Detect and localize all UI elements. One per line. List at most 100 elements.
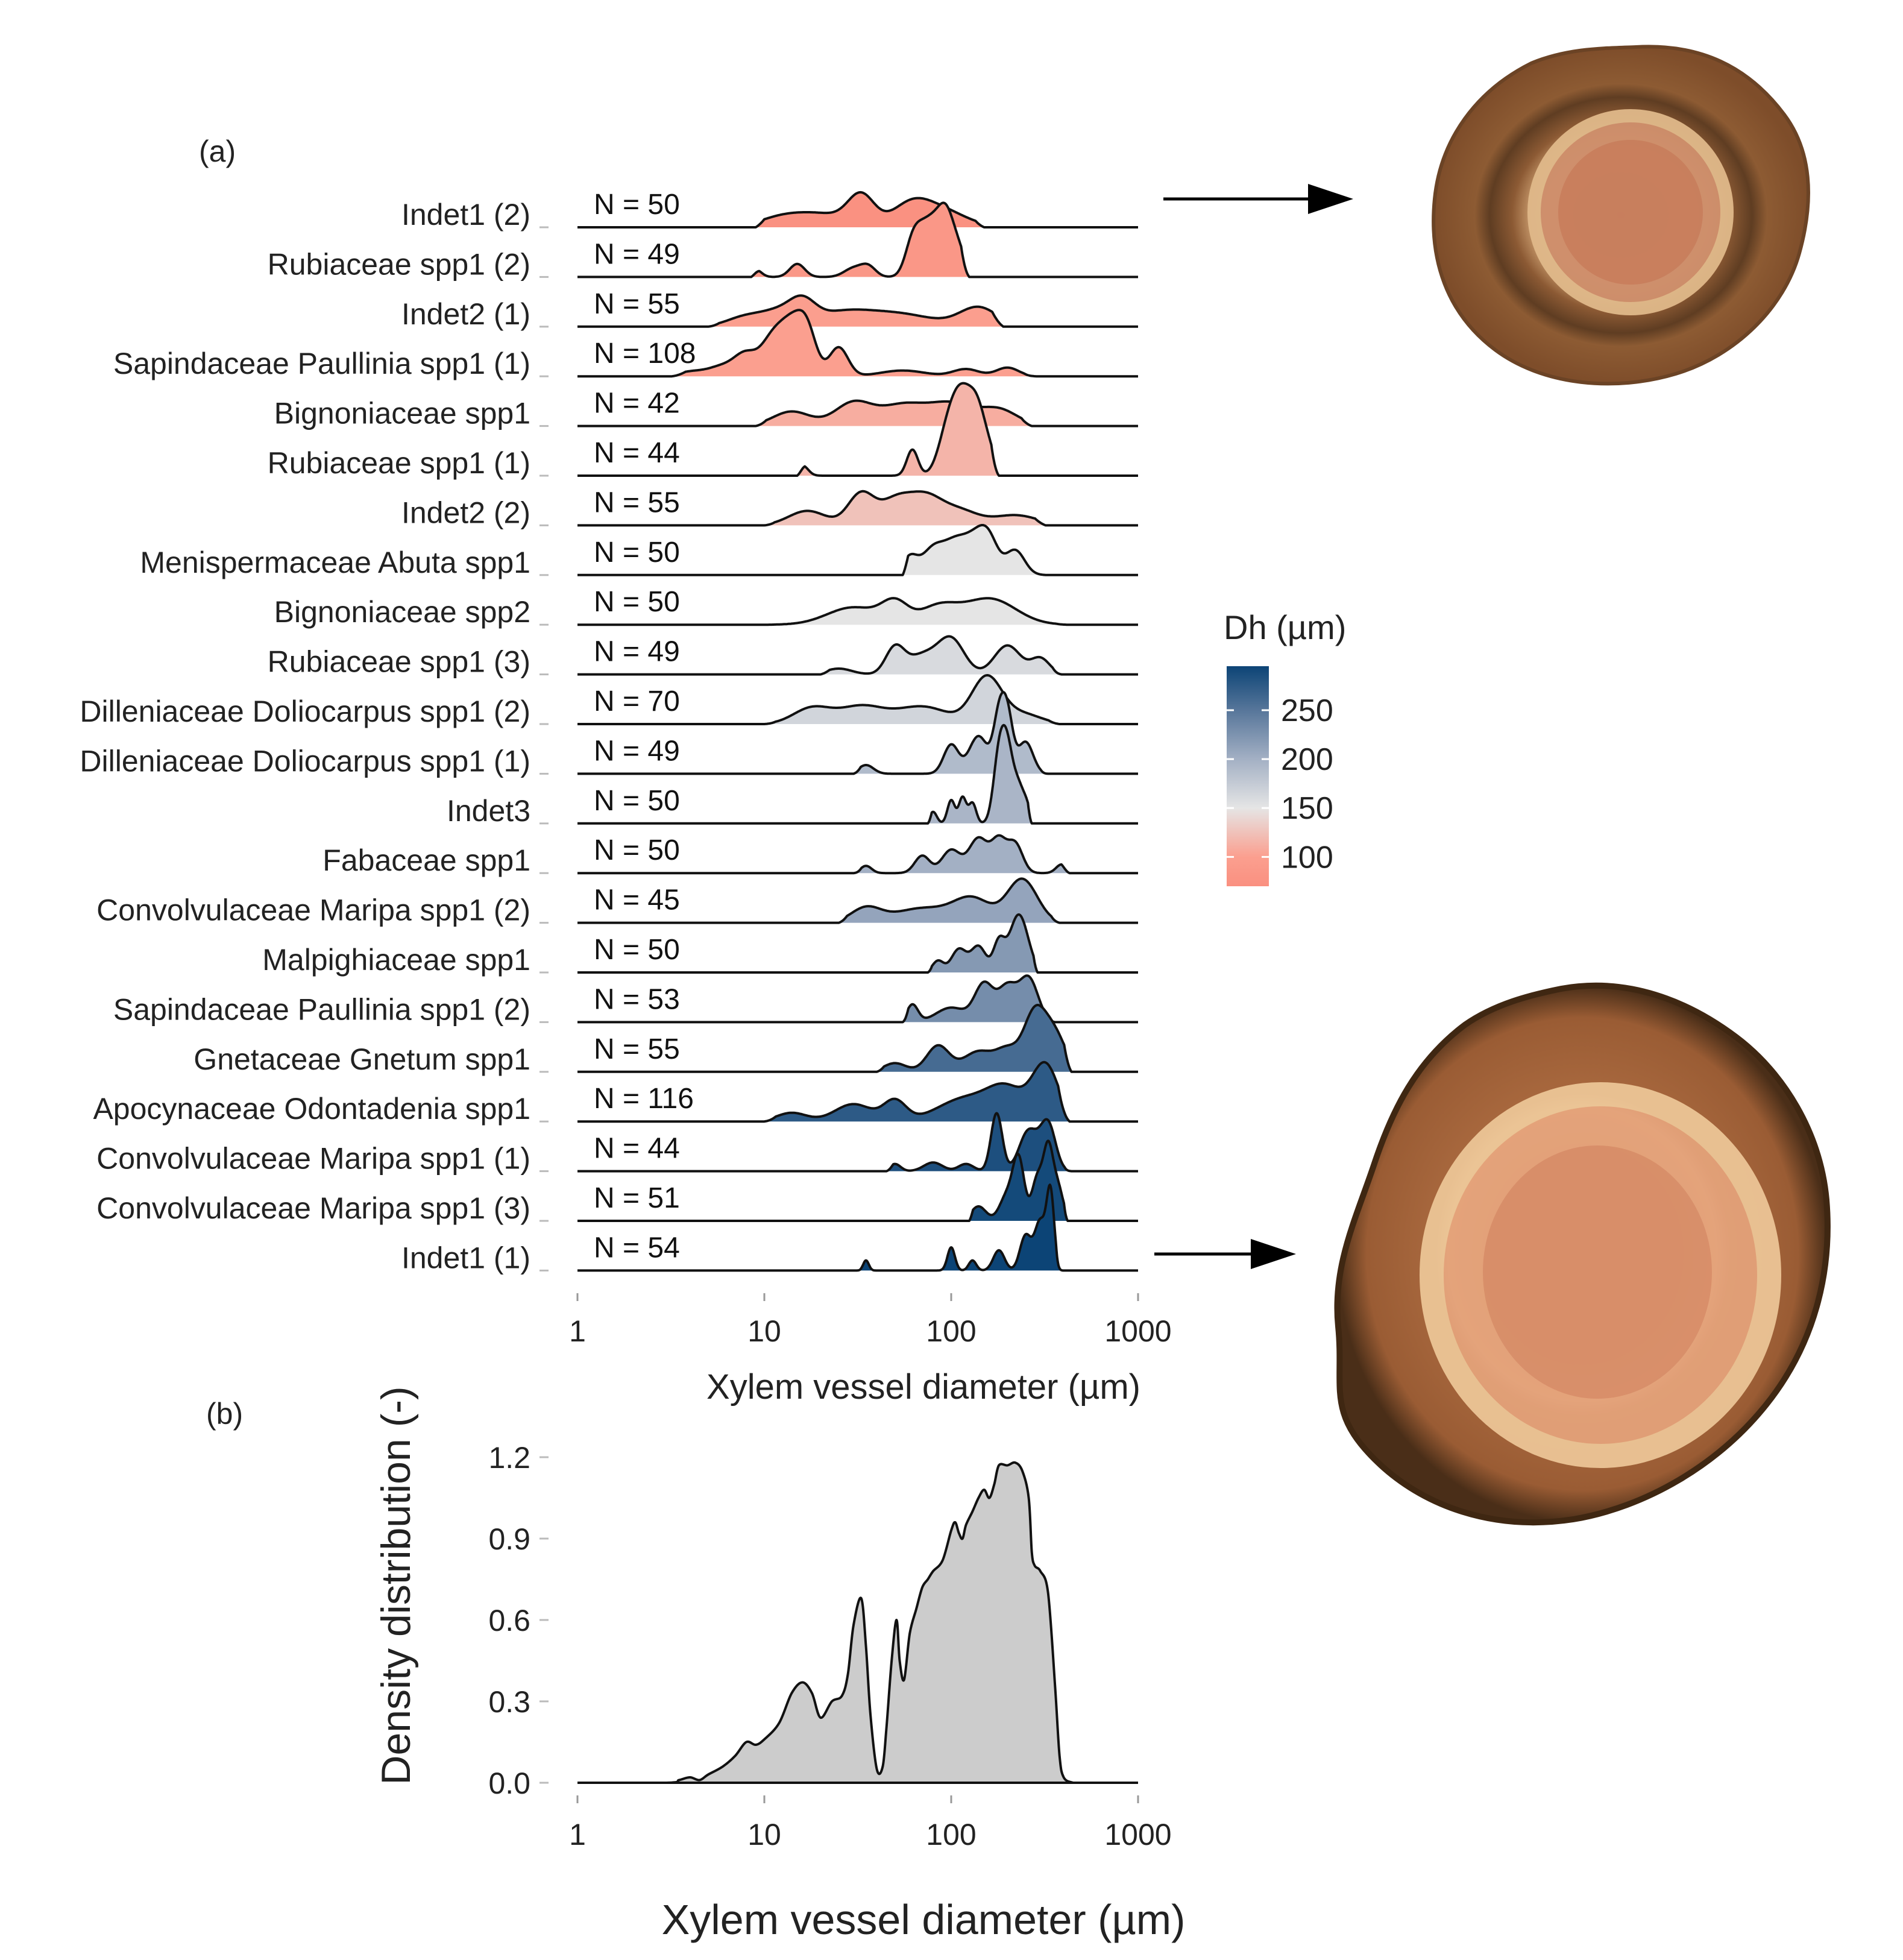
ridge-n-label: N = 49	[594, 735, 680, 767]
ridge-outline	[577, 1004, 1138, 1073]
density-x-axis-title: Xylem vessel diameter (µm)	[662, 1896, 1186, 1943]
ridge-outline	[577, 201, 1138, 279]
ridge-label: Dilleniaceae Doliocarpus spp1 (1)	[80, 744, 530, 778]
ridgeline-x-axis: Xylem vessel diameter (µm) 1 10 100 1000	[569, 1293, 1172, 1407]
ridge-label: Bignoniaceae spp1	[274, 397, 530, 430]
density-x-tick-label: 1000	[1104, 1818, 1171, 1851]
ridge-label: Sapindaceae Paullinia spp1 (2)	[113, 992, 530, 1026]
ridge-label: Fabaceae spp1	[322, 843, 530, 877]
stem-cross-section-image-bottom	[1334, 982, 1831, 1526]
ridge-fill	[764, 598, 1068, 625]
ridge-fill	[928, 914, 1038, 972]
density-area	[577, 1461, 1138, 1785]
ridge-outline	[577, 635, 1138, 676]
colorbar-ticks: 100 150 200 250	[1227, 693, 1333, 875]
ridge-row: Rubiaceae spp1 (1) N = 44	[268, 382, 1138, 480]
ridge-fill	[876, 1005, 1072, 1072]
ridge-row: Menispermaceae Abuta spp1 N = 50	[140, 524, 1138, 579]
ridge-label: Apocynaceae Odontadenia spp1	[93, 1092, 530, 1126]
ridge-outline	[577, 1139, 1138, 1222]
ridge-n-label: N = 50	[594, 537, 680, 569]
ridgeline-x-axis-title: Xylem vessel diameter (µm)	[706, 1367, 1140, 1407]
density-y-tick-label: 0.9	[488, 1522, 530, 1556]
ridge-outline	[577, 597, 1138, 626]
ridge-label: Convolvulaceae Maripa spp1 (2)	[96, 893, 530, 927]
ridge-row: Sapindaceae Paullinia spp1 (2) N = 53	[113, 974, 1138, 1026]
ridge-label: Gnetaceae Gnetum spp1	[193, 1042, 530, 1076]
density-x-ticks: 1 10 100 1000	[569, 1795, 1172, 1851]
ridge-n-label: N = 54	[594, 1232, 680, 1264]
ridge-n-label: N = 42	[594, 388, 680, 420]
ridge-outline	[577, 294, 1138, 328]
ridge-row: Sapindaceae Paullinia spp1 (1) N = 108	[113, 309, 1138, 380]
ridge-outline	[577, 1183, 1138, 1272]
ridge-fill	[838, 878, 1060, 923]
colorbar-tick-label: 200	[1281, 742, 1333, 777]
ridge-outline	[577, 490, 1138, 527]
ridge-label: Rubiaceae spp1 (3)	[268, 645, 530, 679]
ridge-outline	[577, 399, 1138, 427]
ridgeline-x-tick-label: 100	[926, 1314, 976, 1348]
ridge-outline	[577, 309, 1138, 378]
ridge-label: Indet3	[447, 794, 530, 828]
ridge-row: Convolvulaceae Maripa spp1 (1) N = 44	[96, 1112, 1138, 1176]
colorbar-tick-label: 100	[1281, 840, 1333, 875]
ridge-outline	[577, 674, 1138, 725]
ridge-label: Malpighiaceae spp1	[262, 943, 530, 977]
ridge-n-label: N = 44	[594, 437, 680, 469]
ridgeline-x-tick-label: 1	[569, 1314, 586, 1348]
ridge-row: Indet1 (2) N = 50	[401, 189, 1138, 232]
density-y-ticks: 0.0 0.3 0.6 0.9 1.2	[488, 1441, 549, 1800]
ridge-fill	[797, 383, 999, 476]
ridge-outline	[577, 1112, 1138, 1173]
ridge-label: Sapindaceae Paullinia spp1 (1)	[113, 347, 530, 380]
ridge-outline	[577, 1060, 1138, 1123]
ridge-n-label: N = 70	[594, 685, 680, 717]
density-x-tick-label: 10	[747, 1818, 781, 1851]
ridge-n-label: N = 49	[594, 636, 680, 668]
colorbar-legend: Dh (µm) 100 150 200 250	[1224, 608, 1346, 886]
ridge-fill	[764, 491, 1046, 526]
ridge-n-label: N = 55	[594, 288, 680, 320]
ridge-n-label: N = 50	[594, 586, 680, 618]
ridge-fill	[902, 975, 1055, 1023]
ridge-n-label: N = 49	[594, 238, 680, 270]
ridge-fill	[820, 636, 1062, 675]
stem-cross-section-image-top	[1432, 45, 1810, 386]
density-x-tick-label: 1	[569, 1818, 586, 1851]
ridge-label: Convolvulaceae Maripa spp1 (3)	[96, 1191, 530, 1225]
colorbar-tick-label: 150	[1281, 791, 1333, 826]
density-y-axis-title: Density distribution (-)	[373, 1386, 419, 1785]
density-y-tick-label: 0.0	[488, 1766, 530, 1800]
ridge-outline	[577, 691, 1138, 775]
ridge-label: Convolvulaceae Maripa spp1 (1)	[96, 1142, 530, 1176]
ridge-row: Indet2 (2) N = 55	[401, 487, 1138, 529]
ridge-outline	[577, 524, 1138, 576]
ridge-outline	[577, 723, 1138, 825]
ridge-fill	[708, 295, 1004, 327]
ridge-n-label: N = 50	[594, 189, 680, 221]
density-y-tick-label: 1.2	[488, 1441, 530, 1475]
ridge-label: Indet2 (1)	[401, 297, 530, 331]
ridge-row: Indet2 (1) N = 55	[401, 288, 1138, 331]
colorbar-tick-label: 250	[1281, 693, 1333, 728]
ridge-row: Gnetaceae Gnetum spp1 N = 55	[193, 1004, 1138, 1076]
density-y-tick-label: 0.3	[488, 1685, 530, 1719]
panel-label-b: (b)	[206, 1397, 243, 1431]
colorbar-title: Dh (µm)	[1224, 608, 1346, 646]
ridge-fill	[853, 1185, 1064, 1271]
ridgeline-chart: Indet1 (2) N = 50 Rubiaceae spp1 (2) N = 49…	[80, 189, 1138, 1275]
ridge-row: Bignoniaceae spp2 N = 50	[274, 586, 1138, 629]
ridge-n-label: N = 55	[594, 487, 680, 518]
ridge-row: Dilleniaceae Doliocarpus spp1 (2) N = 70	[80, 674, 1138, 728]
ridge-label: Rubiaceae spp1 (1)	[268, 446, 530, 480]
ridge-row: Bignoniaceae spp1 N = 42	[274, 388, 1138, 430]
ridge-row: Rubiaceae spp1 (2) N = 49	[268, 201, 1138, 281]
ridge-row: Convolvulaceae Maripa spp1 (2) N = 45	[96, 877, 1138, 927]
ridge-n-label: N = 45	[594, 884, 680, 916]
ridge-outline	[577, 913, 1138, 974]
ridge-outline	[577, 877, 1138, 924]
ridge-row: Malpighiaceae spp1 N = 50	[262, 913, 1138, 977]
ridge-fill	[751, 203, 969, 277]
